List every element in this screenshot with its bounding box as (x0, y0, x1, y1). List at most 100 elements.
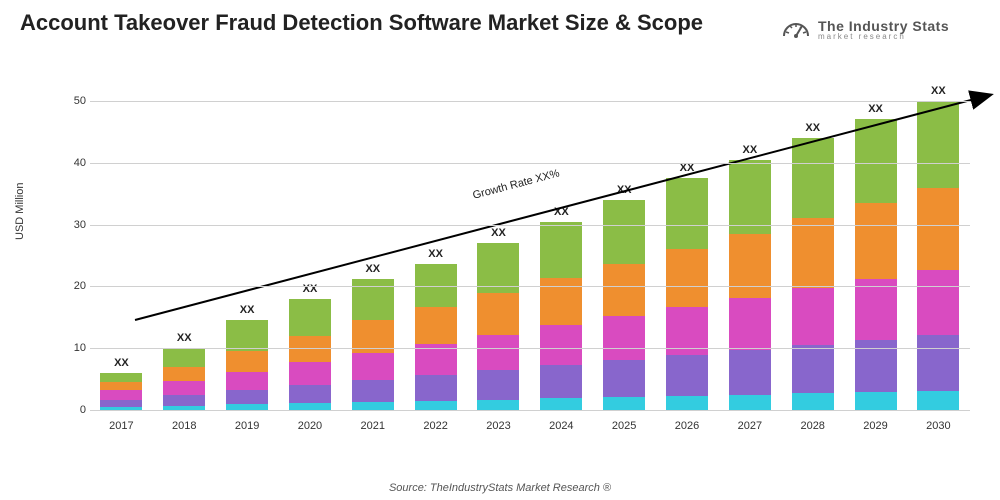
bar-segment (917, 101, 959, 188)
brand-logo: The Industry Stats market research (780, 10, 980, 50)
bar-stack (352, 279, 394, 410)
bar-value-label: XX (617, 184, 632, 196)
bar-segment (917, 270, 959, 336)
bar-stack (163, 348, 205, 410)
bar-segment (289, 299, 331, 336)
bar-segment (729, 298, 771, 351)
bar-segment (289, 385, 331, 404)
logo-main-text: The Industry Stats (818, 19, 949, 33)
x-tick-label: 2019 (217, 420, 277, 432)
bar-group: XX (217, 304, 277, 410)
bar-stack (729, 160, 771, 410)
bar-segment (100, 373, 142, 382)
bar-segment (603, 264, 645, 316)
bar-stack (603, 200, 645, 410)
bar-segment (352, 279, 394, 320)
bar-segment (415, 264, 457, 307)
bar-segment (603, 200, 645, 264)
bar-segment (603, 316, 645, 360)
bar-segment (917, 335, 959, 391)
bar-segment (352, 402, 394, 410)
bar-value-label: XX (303, 283, 318, 295)
bar-segment (477, 370, 519, 400)
x-tick-label: 2020 (280, 420, 340, 432)
bar-group: XX (720, 144, 780, 410)
logo-sub-text: market research (818, 33, 949, 41)
bar-segment (415, 375, 457, 401)
grid-line (90, 348, 970, 349)
bar-value-label: XX (554, 206, 569, 218)
bar-stack (792, 138, 834, 410)
grid-line (90, 225, 970, 226)
x-tick-label: 2023 (468, 420, 528, 432)
bar-segment (855, 392, 897, 410)
bar-segment (163, 395, 205, 406)
y-tick-label: 10 (60, 342, 86, 354)
y-tick-label: 40 (60, 157, 86, 169)
plot-region: XXXXXXXXXXXXXXXXXXXXXXXXXXXX 20172018201… (90, 70, 970, 410)
x-tick-label: 2022 (406, 420, 466, 432)
bar-value-label: XX (491, 227, 506, 239)
bar-value-label: XX (931, 85, 946, 97)
bar-group: XX (846, 103, 906, 410)
bar-stack (226, 320, 268, 410)
bar-group: XX (154, 332, 214, 410)
x-tick-label: 2018 (154, 420, 214, 432)
x-tick-label: 2028 (783, 420, 843, 432)
bar-group: XX (468, 227, 528, 410)
bar-segment (792, 138, 834, 218)
bar-segment (100, 390, 142, 399)
bar-segment (100, 382, 142, 390)
bar-segment (792, 345, 834, 393)
bar-segment (792, 288, 834, 345)
bar-stack (540, 222, 582, 411)
bar-value-label: XX (743, 144, 758, 156)
bar-segment (540, 222, 582, 279)
bar-stack (289, 299, 331, 410)
bar-segment (415, 401, 457, 410)
grid-line (90, 101, 970, 102)
y-tick-label: 50 (60, 95, 86, 107)
bar-segment (415, 307, 457, 344)
bar-segment (729, 160, 771, 234)
bar-segment (729, 350, 771, 395)
y-tick-label: 20 (60, 280, 86, 292)
y-tick-label: 30 (60, 219, 86, 231)
x-axis-labels: 2017201820192020202120222023202420252026… (90, 420, 970, 432)
bar-group: XX (91, 357, 151, 410)
bar-segment (666, 178, 708, 249)
bar-group: XX (531, 206, 591, 411)
bar-segment (477, 400, 519, 411)
bar-segment (163, 367, 205, 381)
chart-area: XXXXXXXXXXXXXXXXXXXXXXXXXXXX 20172018201… (60, 70, 970, 440)
bar-segment (226, 372, 268, 390)
bar-segment (226, 320, 268, 351)
bar-stack (100, 373, 142, 410)
bar-segment (352, 353, 394, 380)
bar-group: XX (343, 263, 403, 410)
bar-value-label: XX (680, 162, 695, 174)
bar-segment (163, 381, 205, 395)
bar-segment (855, 119, 897, 202)
bar-segment (917, 188, 959, 270)
y-tick-label: 0 (60, 404, 86, 416)
bar-segment (352, 380, 394, 402)
bar-segment (226, 390, 268, 405)
x-tick-label: 2027 (720, 420, 780, 432)
bar-segment (729, 395, 771, 410)
bar-segment (540, 365, 582, 398)
bar-segment (603, 397, 645, 410)
bar-stack (477, 243, 519, 410)
bar-segment (477, 335, 519, 370)
bar-segment (477, 243, 519, 292)
x-tick-label: 2030 (908, 420, 968, 432)
bar-segment (540, 398, 582, 410)
source-caption: Source: TheIndustryStats Market Research… (0, 482, 1000, 494)
bar-value-label: XX (365, 263, 380, 275)
bar-segment (289, 362, 331, 384)
bar-segment (855, 279, 897, 340)
bar-segment (666, 355, 708, 396)
bar-value-label: XX (240, 304, 255, 316)
x-tick-label: 2024 (531, 420, 591, 432)
bar-segment (666, 249, 708, 306)
